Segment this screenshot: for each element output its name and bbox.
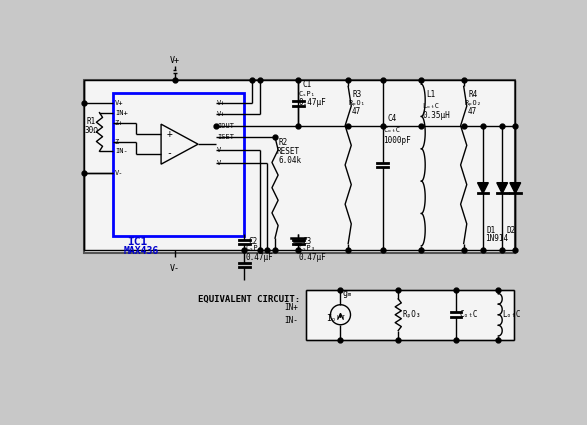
Text: L1: L1 [426, 90, 435, 99]
Polygon shape [478, 183, 488, 193]
Text: Z+: Z+ [115, 119, 123, 126]
Text: IN-: IN- [284, 316, 298, 326]
Text: 30Ω: 30Ω [85, 126, 99, 135]
Text: CₒₜC: CₒₜC [384, 128, 400, 133]
Text: -: - [167, 148, 173, 159]
Text: V-: V- [170, 264, 180, 272]
Text: V+: V+ [217, 100, 226, 106]
Text: 1000pF: 1000pF [384, 136, 411, 145]
Text: LₒₜC: LₒₜC [502, 310, 521, 319]
Text: 47: 47 [351, 108, 360, 116]
Text: IC1: IC1 [127, 237, 147, 247]
Text: MAX436: MAX436 [123, 246, 158, 256]
Text: V+: V+ [217, 111, 226, 117]
Text: RₚO₂: RₚO₂ [464, 100, 481, 106]
Polygon shape [497, 183, 508, 193]
Text: R3: R3 [353, 90, 362, 99]
Text: IN+: IN+ [284, 303, 298, 312]
Text: CₛP₁: CₛP₁ [299, 91, 316, 97]
Text: V+: V+ [115, 100, 123, 106]
Text: D2: D2 [506, 226, 515, 235]
Text: R4: R4 [468, 90, 478, 99]
Text: EQUIVALENT CIRCUIT:: EQUIVALENT CIRCUIT: [198, 295, 300, 303]
Text: Z-: Z- [115, 139, 123, 145]
Text: IN-: IN- [115, 148, 127, 154]
Text: 0.47μF: 0.47μF [245, 253, 273, 262]
FancyBboxPatch shape [84, 80, 515, 253]
Text: C4: C4 [387, 114, 397, 123]
Text: C2: C2 [249, 238, 258, 246]
Text: RESET: RESET [276, 147, 300, 156]
Text: Iₒᵁᵀ: Iₒᵁᵀ [326, 314, 347, 323]
Text: V-: V- [217, 147, 226, 153]
Text: IOUT: IOUT [217, 123, 234, 130]
Text: 0.35μH: 0.35μH [422, 111, 450, 120]
Text: RₚO₃: RₚO₃ [402, 310, 421, 319]
Text: C3: C3 [303, 238, 312, 246]
Text: 47: 47 [467, 108, 477, 116]
FancyBboxPatch shape [113, 94, 244, 236]
Text: gₘ: gₘ [343, 289, 353, 298]
Text: CₛP₃: CₛP₃ [299, 245, 316, 251]
Text: V+: V+ [170, 56, 180, 65]
Text: ISET: ISET [217, 134, 234, 140]
Text: C1: C1 [303, 79, 312, 88]
Text: 1N914: 1N914 [485, 234, 508, 244]
Text: V-: V- [217, 160, 226, 166]
Text: RₚO₁: RₚO₁ [349, 100, 366, 106]
Text: D1: D1 [487, 226, 496, 235]
Text: 0.47μF: 0.47μF [299, 98, 326, 107]
Polygon shape [510, 183, 521, 193]
Text: R1: R1 [86, 117, 96, 126]
Text: 0.47μF: 0.47μF [299, 253, 326, 262]
Text: 6.04k: 6.04k [279, 156, 302, 165]
Text: CₒₜC: CₒₜC [460, 310, 478, 319]
Text: CₛP₂: CₛP₂ [245, 245, 262, 251]
FancyBboxPatch shape [306, 290, 514, 340]
Text: IN+: IN+ [115, 110, 127, 116]
Text: R2: R2 [279, 138, 288, 147]
Text: +: + [167, 129, 173, 139]
Text: V-: V- [115, 170, 123, 176]
Text: LₒₜC: LₒₜC [422, 103, 439, 109]
